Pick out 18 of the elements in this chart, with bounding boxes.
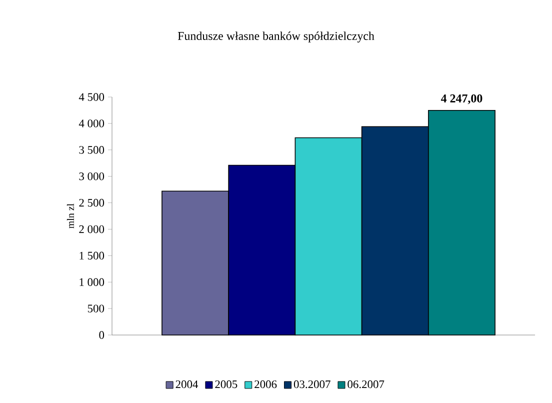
data-label: 4 247,00 — [440, 94, 482, 104]
y-tick-label: 3 500 — [79, 146, 104, 154]
legend-label: 2005 — [215, 380, 238, 388]
y-axis-title: mln zl — [66, 204, 74, 228]
legend-label: 2004 — [176, 380, 198, 388]
legend-label: 06.2007 — [348, 380, 384, 388]
legend-label: 2006 — [254, 380, 277, 388]
legend-label: 03.2007 — [294, 380, 330, 388]
y-tick-label: 1 500 — [80, 252, 104, 260]
y-tick-label: 500 — [88, 304, 104, 312]
y-tick-label: 4 500 — [78, 93, 104, 101]
y-tick-label: 2 500 — [79, 198, 104, 207]
y-tick-label: 4 000 — [78, 120, 104, 128]
y-tick-label: 1 000 — [80, 278, 104, 286]
y-tick-label: 3 000 — [79, 172, 104, 180]
chart-title: Fundusze własne banków spółdzielczych — [178, 32, 374, 42]
y-tick-label: 2 000 — [79, 225, 104, 234]
y-tick-label: 0 — [99, 331, 104, 339]
